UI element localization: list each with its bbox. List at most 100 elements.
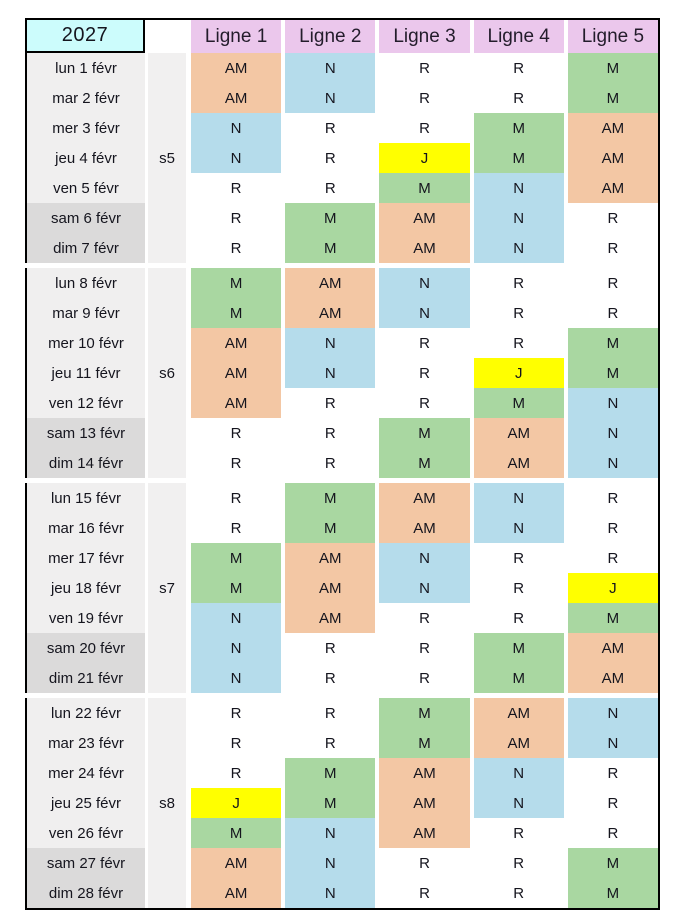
shift-cell: N bbox=[567, 448, 658, 478]
shift-cell: M bbox=[191, 543, 282, 573]
shift-cell: M bbox=[191, 573, 282, 603]
shift-cell: AM bbox=[379, 818, 470, 848]
shift-cell: AM bbox=[379, 203, 470, 233]
shift-cell: AM bbox=[379, 513, 470, 543]
shift-cell: R bbox=[473, 543, 564, 573]
shift-cell: N bbox=[285, 83, 376, 113]
shift-cell: M bbox=[567, 83, 658, 113]
shift-cell: R bbox=[379, 113, 470, 143]
shift-cell: AM bbox=[567, 113, 658, 143]
date-cell: mer 17 févr bbox=[27, 543, 145, 573]
shift-cell: M bbox=[567, 328, 658, 358]
shift-cell: R bbox=[285, 388, 376, 418]
week-label: s6 bbox=[148, 268, 186, 478]
shift-cell: AM bbox=[191, 83, 282, 113]
shift-cell: R bbox=[567, 483, 658, 513]
shift-cell: R bbox=[191, 203, 282, 233]
week-column-header bbox=[148, 20, 186, 53]
shift-cell: M bbox=[567, 848, 658, 878]
date-cell: sam 20 févr bbox=[27, 633, 145, 663]
shift-cell: N bbox=[473, 173, 564, 203]
shift-cell: R bbox=[379, 633, 470, 663]
week-gap bbox=[25, 263, 658, 268]
shift-cell: M bbox=[285, 758, 376, 788]
date-cell: ven 26 févr bbox=[27, 818, 145, 848]
shift-cell: M bbox=[191, 818, 282, 848]
shift-cell: R bbox=[379, 878, 470, 908]
shift-cell: R bbox=[473, 848, 564, 878]
shift-cell: R bbox=[191, 728, 282, 758]
shift-cell: M bbox=[285, 483, 376, 513]
date-cell: lun 1 févr bbox=[27, 53, 145, 83]
shift-cell: R bbox=[379, 83, 470, 113]
planning-table: 2027 Ligne 1 Ligne 2 Ligne 3 Ligne 4 Lig… bbox=[25, 18, 660, 910]
shift-cell: M bbox=[285, 788, 376, 818]
shift-cell: R bbox=[285, 143, 376, 173]
shift-cell: N bbox=[473, 203, 564, 233]
shift-cell: N bbox=[191, 143, 282, 173]
shift-cell: M bbox=[285, 233, 376, 263]
shift-cell: AM bbox=[473, 728, 564, 758]
date-cell: mer 24 févr bbox=[27, 758, 145, 788]
shift-cell: N bbox=[191, 633, 282, 663]
shift-cell: M bbox=[567, 878, 658, 908]
shift-cell: R bbox=[285, 418, 376, 448]
shift-cell: M bbox=[285, 513, 376, 543]
date-cell: jeu 18 févr bbox=[27, 573, 145, 603]
shift-cell: AM bbox=[191, 878, 282, 908]
shift-cell: M bbox=[567, 603, 658, 633]
shift-cell: R bbox=[567, 788, 658, 818]
date-cell: dim 21 févr bbox=[27, 663, 145, 693]
shift-cell: N bbox=[191, 603, 282, 633]
date-cell: dim 14 févr bbox=[27, 448, 145, 478]
shift-cell: R bbox=[285, 698, 376, 728]
date-cell: mer 3 févr bbox=[27, 113, 145, 143]
shift-cell: N bbox=[379, 298, 470, 328]
shift-cell: N bbox=[191, 663, 282, 693]
shift-cell: R bbox=[567, 233, 658, 263]
shift-cell: AM bbox=[473, 418, 564, 448]
shift-cell: AM bbox=[285, 543, 376, 573]
week-label: s7 bbox=[148, 483, 186, 693]
shift-cell: R bbox=[379, 848, 470, 878]
shift-cell: N bbox=[379, 573, 470, 603]
shift-cell: AM bbox=[191, 848, 282, 878]
column-header-ligne-1: Ligne 1 bbox=[191, 20, 282, 53]
shift-cell: R bbox=[191, 513, 282, 543]
shift-cell: R bbox=[285, 448, 376, 478]
shift-cell: AM bbox=[379, 233, 470, 263]
shift-cell: N bbox=[285, 358, 376, 388]
shift-cell: R bbox=[473, 83, 564, 113]
shift-cell: M bbox=[473, 388, 564, 418]
date-cell: sam 6 févr bbox=[27, 203, 145, 233]
shift-cell: R bbox=[285, 633, 376, 663]
shift-cell: R bbox=[567, 513, 658, 543]
shift-cell: AM bbox=[567, 143, 658, 173]
shift-cell: AM bbox=[285, 268, 376, 298]
shift-cell: AM bbox=[379, 758, 470, 788]
shift-cell: R bbox=[379, 603, 470, 633]
date-cell: ven 5 févr bbox=[27, 173, 145, 203]
shift-cell: J bbox=[473, 358, 564, 388]
shift-cell: J bbox=[379, 143, 470, 173]
shift-cell: R bbox=[567, 298, 658, 328]
shift-cell: R bbox=[379, 358, 470, 388]
date-cell: dim 7 févr bbox=[27, 233, 145, 263]
shift-cell: AM bbox=[191, 53, 282, 83]
shift-cell: R bbox=[567, 268, 658, 298]
shift-cell: N bbox=[285, 328, 376, 358]
shift-cell: M bbox=[473, 663, 564, 693]
shift-cell: N bbox=[285, 53, 376, 83]
date-cell: jeu 11 févr bbox=[27, 358, 145, 388]
shift-cell: R bbox=[473, 818, 564, 848]
shift-cell: J bbox=[567, 573, 658, 603]
shift-cell: N bbox=[379, 543, 470, 573]
shift-cell: M bbox=[379, 728, 470, 758]
date-cell: dim 28 févr bbox=[27, 878, 145, 908]
shift-cell: N bbox=[379, 268, 470, 298]
date-cell: ven 19 févr bbox=[27, 603, 145, 633]
column-header-ligne-2: Ligne 2 bbox=[285, 20, 376, 53]
shift-cell: R bbox=[379, 53, 470, 83]
